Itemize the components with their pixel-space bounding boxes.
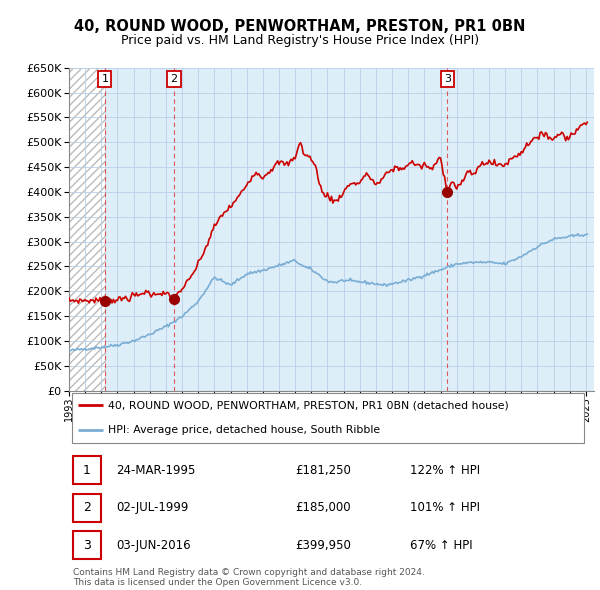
Bar (73, 456, 101, 484)
Text: 2: 2 (170, 74, 178, 84)
Text: 122% ↑ HPI: 122% ↑ HPI (410, 464, 481, 477)
Text: 40, ROUND WOOD, PENWORTHAM, PRESTON, PR1 0BN (detached house): 40, ROUND WOOD, PENWORTHAM, PRESTON, PR1… (109, 400, 509, 410)
Text: 02-JUL-1999: 02-JUL-1999 (116, 501, 188, 514)
Text: HPI: Average price, detached house, South Ribble: HPI: Average price, detached house, Sout… (109, 425, 380, 435)
Text: 03-JUN-2016: 03-JUN-2016 (116, 539, 191, 552)
Text: 40, ROUND WOOD, PENWORTHAM, PRESTON, PR1 0BN: 40, ROUND WOOD, PENWORTHAM, PRESTON, PR1… (74, 19, 526, 34)
Text: 1: 1 (101, 74, 109, 84)
Text: 3: 3 (83, 539, 91, 552)
Text: 3: 3 (444, 74, 451, 84)
Text: 24-MAR-1995: 24-MAR-1995 (116, 464, 196, 477)
Text: 1: 1 (83, 464, 91, 477)
Text: 67% ↑ HPI: 67% ↑ HPI (410, 539, 473, 552)
Bar (73, 531, 101, 559)
Text: Price paid vs. HM Land Registry's House Price Index (HPI): Price paid vs. HM Land Registry's House … (121, 34, 479, 47)
Text: This data is licensed under the Open Government Licence v3.0.: This data is licensed under the Open Gov… (73, 578, 362, 587)
Text: 101% ↑ HPI: 101% ↑ HPI (410, 501, 480, 514)
Text: £181,250: £181,250 (295, 464, 350, 477)
Text: Contains HM Land Registry data © Crown copyright and database right 2024.: Contains HM Land Registry data © Crown c… (73, 569, 425, 578)
Bar (73, 494, 101, 522)
Text: £399,950: £399,950 (295, 539, 350, 552)
Text: £185,000: £185,000 (295, 501, 350, 514)
Text: 2: 2 (83, 501, 91, 514)
